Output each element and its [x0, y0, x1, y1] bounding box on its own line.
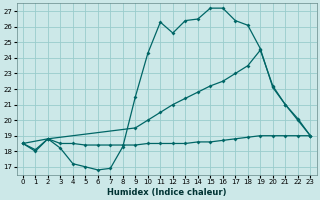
- X-axis label: Humidex (Indice chaleur): Humidex (Indice chaleur): [107, 188, 226, 197]
